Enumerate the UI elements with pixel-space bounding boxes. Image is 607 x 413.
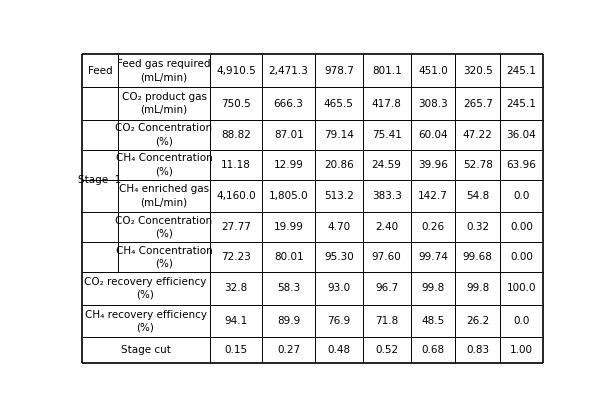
Text: 48.5: 48.5 bbox=[421, 316, 444, 326]
Text: 0.68: 0.68 bbox=[421, 345, 444, 355]
Text: 0.00: 0.00 bbox=[510, 222, 533, 232]
Text: 513.2: 513.2 bbox=[324, 191, 354, 201]
Text: 36.04: 36.04 bbox=[506, 130, 536, 140]
Text: 1.00: 1.00 bbox=[510, 345, 533, 355]
Text: 24.59: 24.59 bbox=[371, 159, 402, 170]
Text: CO₂ recovery efficiency
(%): CO₂ recovery efficiency (%) bbox=[84, 277, 207, 300]
Text: 2,471.3: 2,471.3 bbox=[269, 66, 308, 76]
Text: 666.3: 666.3 bbox=[274, 99, 304, 109]
Text: 451.0: 451.0 bbox=[418, 66, 448, 76]
Text: CO₂ Concentration
(%): CO₂ Concentration (%) bbox=[115, 216, 212, 239]
Text: 27.77: 27.77 bbox=[221, 222, 251, 232]
Text: Feed gas required
(mL/min): Feed gas required (mL/min) bbox=[117, 59, 211, 82]
Text: 4,160.0: 4,160.0 bbox=[216, 191, 256, 201]
Text: 79.14: 79.14 bbox=[324, 130, 354, 140]
Text: 19.99: 19.99 bbox=[274, 222, 304, 232]
Text: 72.23: 72.23 bbox=[221, 252, 251, 262]
Text: 71.8: 71.8 bbox=[375, 316, 398, 326]
Text: CH₄ Concentration
(%): CH₄ Concentration (%) bbox=[116, 153, 212, 176]
Text: 52.78: 52.78 bbox=[463, 159, 493, 170]
Text: 265.7: 265.7 bbox=[463, 99, 493, 109]
Text: 308.3: 308.3 bbox=[418, 99, 448, 109]
Text: 47.22: 47.22 bbox=[463, 130, 493, 140]
Text: 0.26: 0.26 bbox=[421, 222, 444, 232]
Text: 245.1: 245.1 bbox=[506, 66, 537, 76]
Text: 12.99: 12.99 bbox=[274, 159, 304, 170]
Text: 80.01: 80.01 bbox=[274, 252, 304, 262]
Text: 1,805.0: 1,805.0 bbox=[269, 191, 308, 201]
Text: 99.74: 99.74 bbox=[418, 252, 448, 262]
Text: 4.70: 4.70 bbox=[327, 222, 350, 232]
Text: 20.86: 20.86 bbox=[324, 159, 354, 170]
Text: 94.1: 94.1 bbox=[225, 316, 248, 326]
Text: 96.7: 96.7 bbox=[375, 283, 398, 293]
Text: 0.27: 0.27 bbox=[277, 345, 300, 355]
Text: 0.52: 0.52 bbox=[375, 345, 398, 355]
Text: 245.1: 245.1 bbox=[506, 99, 537, 109]
Text: CH₄ recovery efficiency
(%): CH₄ recovery efficiency (%) bbox=[84, 310, 206, 332]
Text: 383.3: 383.3 bbox=[371, 191, 402, 201]
Text: 88.82: 88.82 bbox=[221, 130, 251, 140]
Text: 99.68: 99.68 bbox=[463, 252, 493, 262]
Text: 76.9: 76.9 bbox=[327, 316, 350, 326]
Text: 99.8: 99.8 bbox=[466, 283, 489, 293]
Text: Stage cut: Stage cut bbox=[121, 345, 171, 355]
Text: 0.0: 0.0 bbox=[513, 316, 529, 326]
Text: 465.5: 465.5 bbox=[324, 99, 354, 109]
Text: 750.5: 750.5 bbox=[221, 99, 251, 109]
Text: 0.00: 0.00 bbox=[510, 252, 533, 262]
Text: 93.0: 93.0 bbox=[327, 283, 350, 293]
Text: 26.2: 26.2 bbox=[466, 316, 489, 326]
Text: 95.30: 95.30 bbox=[324, 252, 354, 262]
Text: 978.7: 978.7 bbox=[324, 66, 354, 76]
Text: 39.96: 39.96 bbox=[418, 159, 448, 170]
Text: 2.40: 2.40 bbox=[375, 222, 398, 232]
Text: 97.60: 97.60 bbox=[371, 252, 401, 262]
Text: 142.7: 142.7 bbox=[418, 191, 448, 201]
Text: 11.18: 11.18 bbox=[221, 159, 251, 170]
Text: 4,910.5: 4,910.5 bbox=[216, 66, 256, 76]
Text: 32.8: 32.8 bbox=[225, 283, 248, 293]
Text: 0.32: 0.32 bbox=[466, 222, 489, 232]
Text: 89.9: 89.9 bbox=[277, 316, 300, 326]
Text: 0.48: 0.48 bbox=[327, 345, 350, 355]
Text: CO₂ Concentration
(%): CO₂ Concentration (%) bbox=[115, 123, 212, 146]
Text: CH₄ Concentration
(%): CH₄ Concentration (%) bbox=[116, 246, 212, 268]
Text: CO₂ product gas
(mL/min): CO₂ product gas (mL/min) bbox=[121, 92, 206, 115]
Text: CH₄ enriched gas
(mL/min): CH₄ enriched gas (mL/min) bbox=[119, 185, 209, 207]
Text: Stage  1: Stage 1 bbox=[78, 175, 121, 185]
Text: 417.8: 417.8 bbox=[371, 99, 402, 109]
Text: 100.0: 100.0 bbox=[507, 283, 536, 293]
Text: 60.04: 60.04 bbox=[418, 130, 448, 140]
Text: 63.96: 63.96 bbox=[506, 159, 537, 170]
Text: 75.41: 75.41 bbox=[371, 130, 402, 140]
Text: 99.8: 99.8 bbox=[421, 283, 444, 293]
Text: 58.3: 58.3 bbox=[277, 283, 300, 293]
Text: 54.8: 54.8 bbox=[466, 191, 489, 201]
Text: 0.0: 0.0 bbox=[513, 191, 529, 201]
Text: 0.15: 0.15 bbox=[225, 345, 248, 355]
Text: 0.83: 0.83 bbox=[466, 345, 489, 355]
Text: 801.1: 801.1 bbox=[371, 66, 401, 76]
Text: 320.5: 320.5 bbox=[463, 66, 493, 76]
Text: Feed: Feed bbox=[87, 66, 112, 76]
Text: 87.01: 87.01 bbox=[274, 130, 304, 140]
